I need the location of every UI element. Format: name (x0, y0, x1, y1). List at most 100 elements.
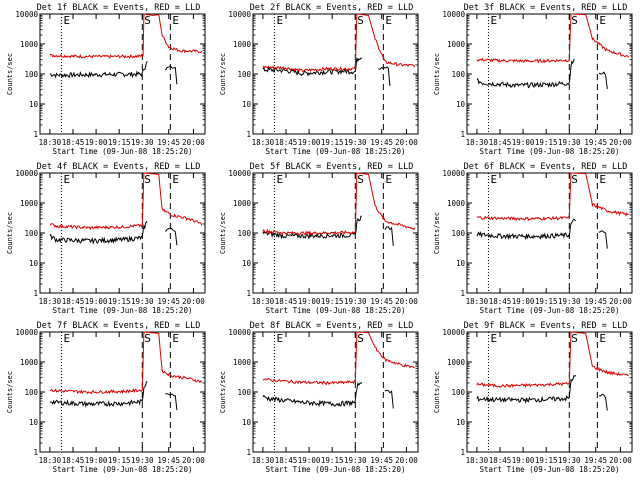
events-series-line (598, 393, 608, 411)
y-axis-label: Counts/sec (6, 212, 14, 254)
time-marker-label: E (276, 332, 283, 345)
x-tick-label: 19:30 (131, 456, 154, 465)
y-tick-label: 1 (460, 448, 465, 457)
plot-panel: Det 8f BLACK = Events, RED = LLD 1 10 100 10… (219, 321, 419, 474)
plot-panel: Det 6f BLACK = Events, RED = LLD 1 10 100 10… (433, 162, 633, 315)
x-tick-label: 18:45 (489, 297, 512, 306)
x-axis-label: Start Time (09-Jun-08 18:25:20) (266, 465, 406, 474)
events-series-line (598, 71, 608, 89)
time-marker-label: E (63, 14, 70, 27)
x-tick-label: 19:00 (85, 297, 108, 306)
time-marker-label: E (490, 173, 497, 186)
x-tick-label: 20:00 (395, 456, 418, 465)
lld-series-line (262, 13, 416, 73)
plot-frame (466, 172, 633, 294)
time-marker-label: E (172, 14, 179, 27)
x-tick-label: 19:15 (108, 297, 131, 306)
y-tick-label: 10000 (442, 328, 465, 337)
time-marker-label: S (571, 332, 578, 345)
x-tick-label: 20:00 (182, 456, 205, 465)
events-series-line (378, 66, 391, 86)
x-axis-label: Start Time (09-Jun-08 18:25:20) (53, 306, 193, 315)
x-tick-label: 19:30 (344, 456, 367, 465)
x-tick-label: 18:45 (275, 297, 298, 306)
x-tick-label: 19:45 (370, 138, 393, 147)
plot-panel: Det 5f BLACK = Events, RED = LLD 1 10 100 10… (219, 162, 419, 315)
x-tick-label: 19:45 (584, 456, 607, 465)
plot-panel: Det 3f BLACK = Events, RED = LLD 1 10 100 10… (433, 3, 633, 156)
time-marker-label: E (599, 332, 606, 345)
x-tick-label: 18:30 (39, 138, 62, 147)
time-marker-label: E (490, 332, 497, 345)
time-marker-label: S (144, 14, 151, 27)
x-axis-label: Start Time (09-Jun-08 18:25:20) (53, 465, 193, 474)
x-tick-label: 19:15 (535, 456, 558, 465)
y-tick-label: 10 (242, 259, 252, 268)
plot-title: Det 9f BLACK = Events, RED = LLD (464, 321, 628, 331)
x-tick-label: 19:30 (344, 297, 367, 306)
x-tick-label: 18:45 (62, 456, 85, 465)
x-tick-label: 18:45 (62, 138, 85, 147)
y-tick-label: 1 (460, 289, 465, 298)
y-tick-label: 1 (33, 289, 38, 298)
x-tick-label: 19:30 (558, 456, 581, 465)
y-tick-label: 1000 (20, 199, 39, 208)
x-tick-label: 19:15 (535, 138, 558, 147)
y-tick-label: 1000 (233, 358, 252, 367)
x-tick-label: 19:00 (298, 297, 321, 306)
y-tick-label: 100 (237, 388, 251, 397)
time-marker-label: E (63, 173, 70, 186)
events-series-line (262, 382, 363, 408)
x-tick-label: 19:15 (321, 297, 344, 306)
y-tick-label: 100 (451, 388, 465, 397)
y-tick-label: 1 (246, 130, 251, 139)
lld-series-line (476, 13, 630, 64)
plot-title: Det 7f BLACK = Events, RED = LLD (37, 321, 201, 331)
y-axis-label: Counts/sec (219, 212, 227, 254)
x-tick-label: 19:15 (535, 297, 558, 306)
x-tick-label: 19:45 (370, 297, 393, 306)
time-marker-label: S (357, 173, 364, 186)
x-tick-label: 19:15 (321, 138, 344, 147)
x-tick-label: 18:45 (489, 138, 512, 147)
events-series-line (164, 65, 178, 85)
plot-panel: Det 2f BLACK = Events, RED = LLD 1 10 100 10… (219, 3, 419, 156)
y-axis-label: Counts/sec (6, 371, 14, 413)
y-axis-label: Counts/sec (433, 212, 441, 254)
x-tick-label: 18:45 (275, 456, 298, 465)
plot-panel: Det 9f BLACK = Events, RED = LLD 1 10 100 10… (433, 321, 633, 474)
y-tick-label: 10 (242, 100, 252, 109)
events-series-line (598, 230, 608, 249)
time-marker-label: E (490, 14, 497, 27)
x-tick-label: 18:30 (466, 297, 489, 306)
lld-series-line (49, 172, 203, 231)
y-tick-label: 10000 (228, 169, 251, 178)
lld-series-line (476, 172, 629, 222)
y-tick-label: 1 (246, 289, 251, 298)
events-series-line (384, 389, 394, 409)
x-tick-label: 19:00 (512, 297, 535, 306)
y-tick-label: 10 (29, 418, 39, 427)
plot-title: Det 4f BLACK = Events, RED = LLD (37, 162, 201, 172)
y-tick-label: 1000 (20, 40, 39, 49)
events-series-line (476, 58, 575, 89)
y-tick-label: 1000 (447, 199, 466, 208)
plot-title: Det 2f BLACK = Events, RED = LLD (250, 3, 414, 13)
x-axis-label: Start Time (09-Jun-08 18:25:20) (53, 147, 193, 156)
y-tick-label: 1000 (233, 199, 252, 208)
plot-frame (466, 331, 633, 453)
time-marker-label: S (357, 14, 364, 27)
time-marker-label: E (172, 173, 179, 186)
y-axis-label: Counts/sec (433, 53, 441, 95)
events-series-line (49, 60, 148, 79)
x-tick-label: 20:00 (609, 297, 632, 306)
time-marker-label: E (599, 14, 606, 27)
plot-panel: Det 4f BLACK = Events, RED = LLD 1 10 100 10… (6, 162, 206, 315)
x-tick-label: 19:15 (108, 456, 131, 465)
x-axis-label: Start Time (09-Jun-08 18:25:20) (266, 147, 406, 156)
x-tick-label: 18:45 (275, 138, 298, 147)
plot-panel: Det 7f BLACK = Events, RED = LLD 1 10 100 10… (6, 321, 206, 474)
time-marker-label: E (599, 173, 606, 186)
lld-series-line (476, 331, 629, 388)
x-tick-label: 20:00 (609, 456, 632, 465)
